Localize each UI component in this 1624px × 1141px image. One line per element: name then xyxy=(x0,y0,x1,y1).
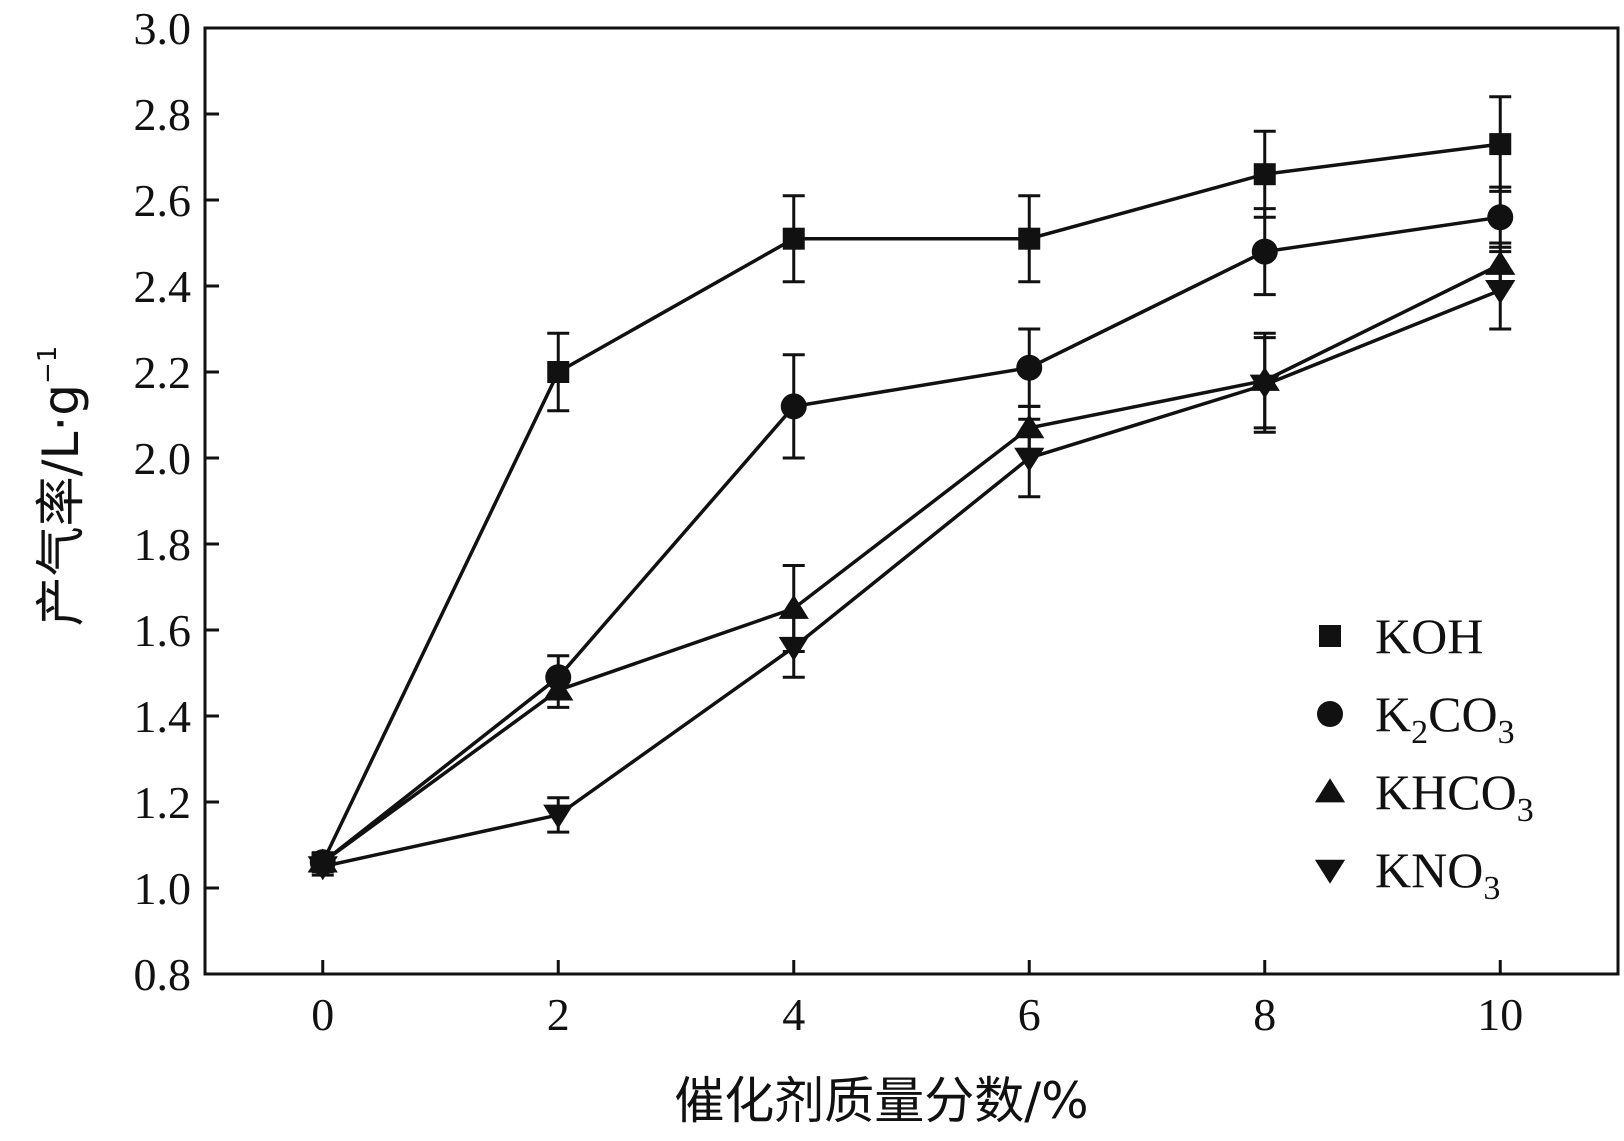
data-point-koh xyxy=(1253,163,1276,186)
legend-label-k2co3: K2CO3 xyxy=(1375,686,1515,751)
data-point-koh xyxy=(1018,227,1041,250)
y-tick-label: 2.6 xyxy=(134,175,192,226)
y-axis-title-superscript: −1 xyxy=(33,346,63,384)
legend-marker-k2co3 xyxy=(1317,701,1343,727)
data-point-khco3 xyxy=(543,676,574,701)
data-point-kno3 xyxy=(307,856,338,881)
data-point-kno3 xyxy=(1014,447,1045,472)
series-line-khco3 xyxy=(321,262,1502,864)
data-point-kno3 xyxy=(778,636,809,661)
y-tick-label: 2.4 xyxy=(134,261,192,312)
x-axis-title: 催化剂质量分数/% xyxy=(674,1072,1088,1130)
data-point-kno3 xyxy=(1485,279,1516,305)
x-tick-label: 0 xyxy=(311,989,334,1040)
x-tick-label: 8 xyxy=(1253,989,1276,1040)
x-tick-label: 2 xyxy=(547,989,570,1040)
y-tick-label: 2.8 xyxy=(134,89,192,140)
legend-marker-khco3 xyxy=(1314,778,1346,803)
y-tick-label: 2.0 xyxy=(134,433,192,484)
y-tick-label: 1.0 xyxy=(134,863,192,914)
y-tick-label: 1.4 xyxy=(134,691,192,742)
legend-label-kno3: KNO3 xyxy=(1375,842,1500,907)
series-line-koh xyxy=(321,142,1501,863)
y-tick-label: 1.2 xyxy=(134,777,192,828)
y-axis-title: 产气率/L·g−1 xyxy=(32,346,90,627)
legend-label-khco3: KHCO3 xyxy=(1375,764,1534,829)
legend-marker-kno3 xyxy=(1314,859,1346,884)
legend-label-koh: KOH xyxy=(1375,608,1483,664)
data-point-k2co3 xyxy=(1251,238,1278,265)
data-point-koh xyxy=(782,227,805,250)
data-point-koh xyxy=(547,361,570,383)
series-line-k2co3 xyxy=(321,215,1501,864)
y-tick-label: 1.8 xyxy=(134,519,192,570)
data-point-kno3 xyxy=(1249,374,1280,399)
y-tick-label: 1.6 xyxy=(134,605,192,656)
x-tick-label: 4 xyxy=(782,989,805,1040)
x-tick-label: 10 xyxy=(1477,989,1523,1040)
y-tick-label: 0.8 xyxy=(134,949,192,1000)
data-point-k2co3 xyxy=(780,393,807,420)
y-tick-label: 3.0 xyxy=(134,3,192,54)
plot-frame xyxy=(203,26,1620,976)
data-point-khco3 xyxy=(778,594,809,619)
data-point-kno3 xyxy=(543,804,574,829)
x-tick-label: 6 xyxy=(1018,989,1041,1040)
data-point-k2co3 xyxy=(1487,204,1514,231)
data-point-koh xyxy=(1489,133,1512,156)
legend-marker-koh xyxy=(1319,625,1341,647)
y-tick-label: 2.2 xyxy=(134,347,192,398)
series-line-kno3 xyxy=(322,288,1501,869)
data-point-k2co3 xyxy=(1016,354,1043,381)
